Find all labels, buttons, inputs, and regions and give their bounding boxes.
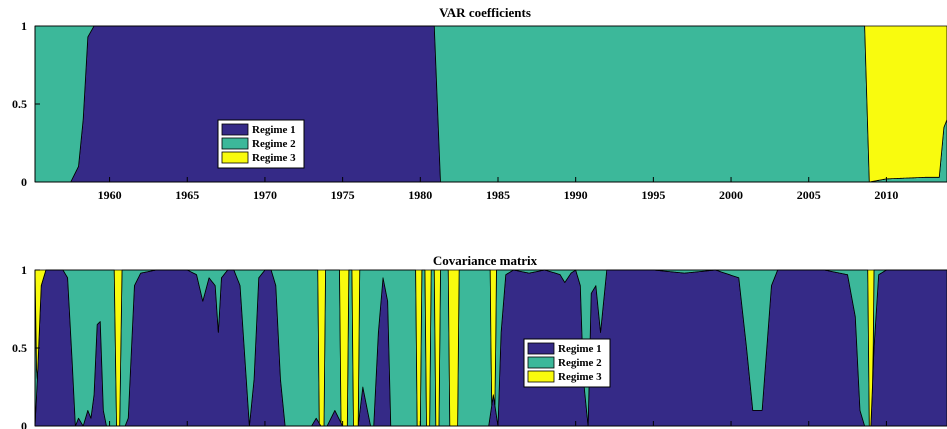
legend-label: Regime 2: [558, 357, 602, 369]
area-regime-3: [34, 25, 947, 183]
legend-label: Regime 1: [558, 343, 602, 355]
legend-swatch: [527, 370, 555, 383]
plot-area: 1960196519701975198019851990199520002005…: [12, 263, 947, 429]
legend-swatch: [221, 151, 249, 164]
legend-label: Regime 3: [558, 371, 602, 383]
x-tick-label: 1985: [486, 188, 510, 202]
y-tick-label: 1: [21, 263, 27, 277]
legend: Regime 1 Regime 2 Regime 3: [523, 338, 611, 388]
x-tick-label: 1980: [408, 188, 432, 202]
legend: Regime 1 Regime 2 Regime 3: [217, 119, 305, 169]
y-tick-label: 0.5: [12, 97, 27, 111]
y-tick-label: 0: [21, 175, 27, 189]
chart-title: VAR coefficients: [439, 5, 531, 20]
y-tick-label: 0.5: [12, 341, 27, 355]
x-tick-label: 1995: [641, 188, 665, 202]
chart-panel-covariance-matrix: Covariance matrix 1960196519701975198019…: [12, 253, 947, 429]
y-tick-label: 1: [21, 19, 27, 33]
plot-area: 1960 1965 1970 1975 1980 1985 1990 1995 2000 2005…: [12, 19, 947, 202]
y-tick-label: 0: [21, 419, 27, 429]
x-tick-label: 2010: [874, 188, 898, 202]
legend-label: Regime 1: [252, 124, 296, 136]
x-tick-label: 1965: [175, 188, 199, 202]
legend-label: Regime 3: [252, 152, 296, 164]
legend-label: Regime 2: [252, 138, 296, 150]
legend-swatch: [221, 137, 249, 150]
chart-panel-var-coefficients: VAR coefficients 1960 1965 1970 1975 1980 198…: [12, 5, 947, 202]
area-regime-3: [34, 269, 947, 427]
x-tick-label: 2005: [797, 188, 821, 202]
x-tick-label: 1970: [253, 188, 277, 202]
legend-swatch: [221, 123, 249, 136]
x-tick-label: 2000: [719, 188, 743, 202]
chart-title: Covariance matrix: [433, 253, 538, 268]
legend-swatch: [527, 342, 555, 355]
legend-swatch: [527, 356, 555, 369]
x-tick-label: 1975: [331, 188, 355, 202]
x-tick-label: 1960: [98, 188, 122, 202]
x-tick-label: 1990: [564, 188, 588, 202]
